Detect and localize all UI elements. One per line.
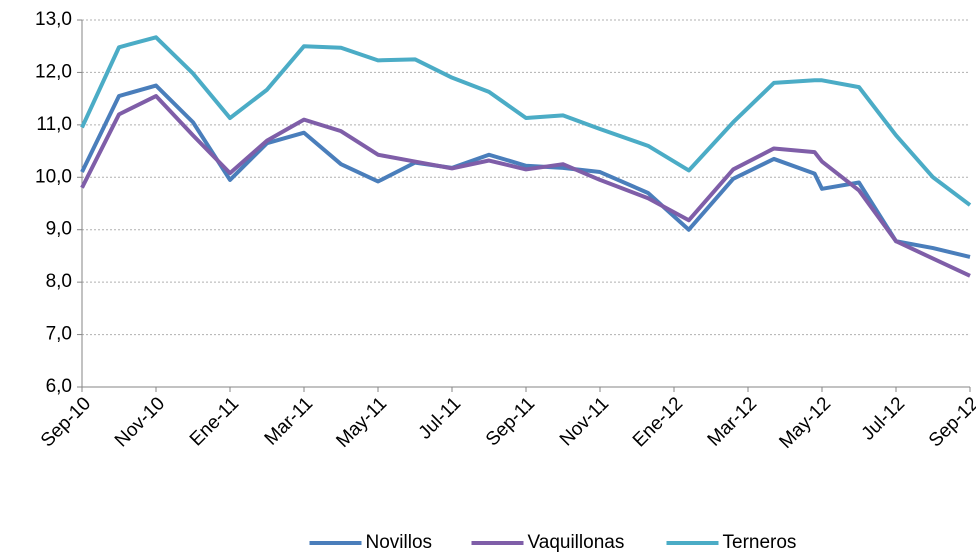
x-tick-label: Mar-12	[704, 393, 761, 450]
y-tick-label: 8,0	[46, 271, 72, 292]
x-tick-label: Mar-11	[261, 393, 317, 449]
legend-label: Terneros	[723, 532, 797, 553]
y-tick-label: 6,0	[46, 376, 72, 397]
x-tick-label: Sep-10	[37, 393, 95, 451]
legend-label: Vaquillonas	[528, 532, 625, 553]
y-tick-label: 13,0	[35, 9, 72, 30]
x-tick-label: Ene-11	[186, 393, 243, 450]
x-tick-label: May-12	[775, 393, 835, 453]
x-tick-label: Jul-11	[415, 393, 465, 443]
series-line	[80, 83, 971, 259]
series-line	[80, 35, 972, 207]
x-tick-label: Nov-10	[111, 393, 169, 451]
x-tick-label: May-11	[332, 393, 391, 452]
x-tick-label: Sep-11	[482, 393, 539, 450]
y-tick-label: 10,0	[35, 166, 72, 187]
y-tick-label: 11,0	[36, 114, 72, 135]
legend-label: Novillos	[366, 532, 433, 553]
x-tick-label: Ene-12	[629, 393, 687, 451]
series-line	[80, 94, 971, 278]
x-tick-label: Jul-12	[858, 393, 909, 444]
y-tick-label: 9,0	[46, 219, 72, 240]
x-tick-label: Nov-11	[556, 393, 613, 450]
y-tick-label: 7,0	[46, 324, 72, 345]
x-tick-label: Sep-12	[925, 393, 976, 451]
y-tick-label: 12,0	[35, 61, 72, 82]
